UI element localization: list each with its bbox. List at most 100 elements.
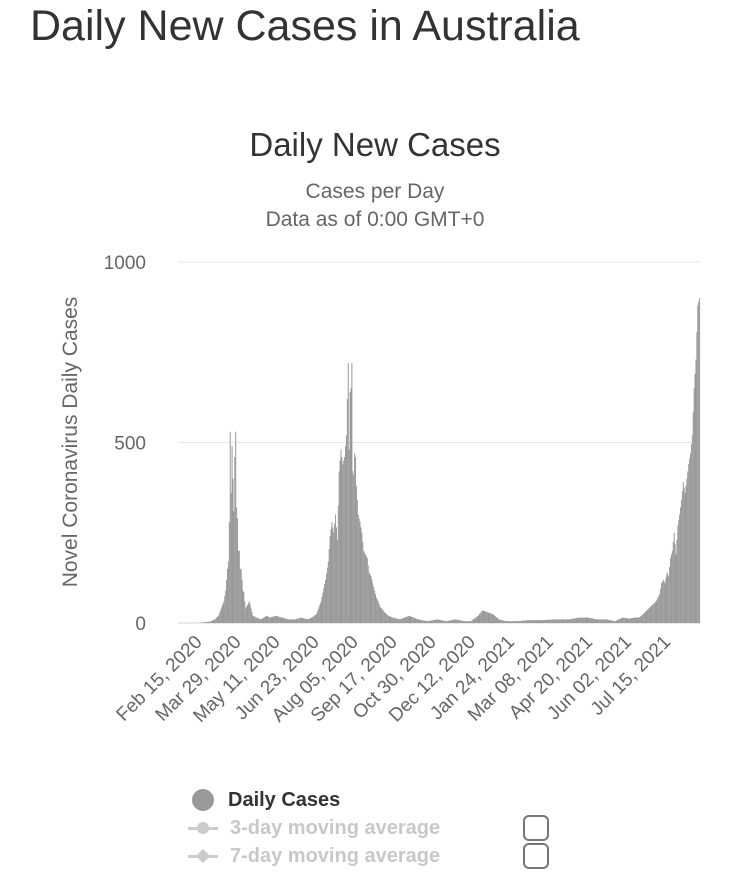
bar: [456, 619, 458, 623]
bar: [226, 579, 228, 623]
bar: [564, 619, 566, 623]
bar: [518, 621, 520, 623]
bar: [235, 431, 237, 623]
bar: [600, 619, 602, 623]
bar: [377, 601, 379, 623]
bar: [361, 532, 363, 623]
bar: [413, 617, 415, 623]
bar: [239, 568, 241, 623]
y-tick-label: 1000: [104, 253, 146, 274]
bar: [324, 584, 326, 623]
bar: [385, 613, 387, 623]
bar: [607, 619, 609, 623]
bar: [587, 617, 589, 623]
bar: [335, 527, 337, 623]
bar: [285, 618, 287, 623]
bar: [523, 620, 525, 623]
bar: [461, 620, 463, 623]
bar: [202, 622, 204, 623]
bar: [419, 619, 421, 623]
bar: [497, 618, 499, 623]
bar: [381, 608, 383, 623]
bar: [401, 618, 403, 623]
bar: [510, 621, 512, 623]
bar: [258, 618, 260, 623]
bar: [317, 608, 319, 623]
bar: [231, 446, 233, 623]
bar: [212, 620, 214, 623]
bar: [698, 301, 700, 623]
bar: [436, 619, 438, 623]
bar: [354, 453, 356, 623]
bar: [331, 521, 333, 623]
toggle-checkbox[interactable]: [523, 843, 549, 869]
bar: [214, 619, 216, 623]
legend-item-3-day-average[interactable]: 3-day moving average: [188, 814, 549, 842]
y-tick-label: 500: [114, 434, 146, 455]
toggle-checkbox[interactable]: [523, 815, 549, 841]
bar: [464, 621, 466, 623]
bar: [414, 617, 416, 623]
bar: [533, 620, 535, 623]
bar: [416, 619, 418, 623]
bar: [346, 399, 348, 623]
bar: [280, 617, 282, 623]
bar: [358, 518, 360, 623]
bar: [406, 616, 408, 623]
bar: [315, 614, 317, 623]
bar: [278, 616, 280, 623]
bar: [517, 621, 519, 623]
bar: [333, 532, 335, 623]
bar: [223, 601, 225, 623]
bar: [433, 620, 435, 623]
bar: [693, 388, 695, 623]
bar: [384, 613, 386, 623]
bar: [669, 567, 671, 623]
bar: [248, 601, 250, 623]
legend-item-7-day-average[interactable]: 7-day moving average: [188, 842, 549, 870]
bar: [500, 619, 502, 623]
bar: [246, 606, 248, 623]
bar: [458, 620, 460, 623]
bar: [368, 572, 370, 623]
bar: [486, 612, 488, 623]
bar: [688, 464, 690, 623]
bar: [204, 622, 206, 623]
bar: [314, 615, 316, 623]
bar: [483, 610, 485, 623]
chart-title: Daily New Cases: [249, 126, 501, 163]
bar: [629, 618, 631, 623]
bar: [502, 620, 504, 623]
legend-label: 3-day moving average: [230, 816, 441, 839]
bar: [552, 619, 554, 623]
page-title: Daily New Cases in Australia: [30, 2, 580, 50]
bar: [470, 621, 472, 623]
bar: [373, 586, 375, 623]
bar: [207, 621, 209, 623]
bar: [408, 615, 410, 623]
legend-item-daily-cases[interactable]: Daily Cases: [188, 786, 440, 814]
bar: [634, 617, 636, 623]
bar: [484, 611, 486, 623]
bar: [674, 543, 676, 623]
bar: [664, 583, 666, 623]
bar: [295, 619, 297, 623]
bar: [260, 619, 262, 623]
bar: [663, 581, 665, 623]
bar: [597, 619, 599, 623]
bar: [648, 608, 650, 623]
bar: [352, 471, 354, 623]
bar: [328, 548, 330, 623]
bar: [334, 523, 336, 623]
bar: [288, 619, 290, 623]
bar: [534, 620, 536, 623]
bar: [405, 616, 407, 623]
bar: [659, 594, 661, 623]
bar: [429, 620, 431, 623]
bar: [621, 618, 623, 623]
bar: [512, 621, 514, 623]
bar: [296, 618, 298, 623]
bar: [211, 620, 213, 623]
bar: [225, 590, 227, 623]
